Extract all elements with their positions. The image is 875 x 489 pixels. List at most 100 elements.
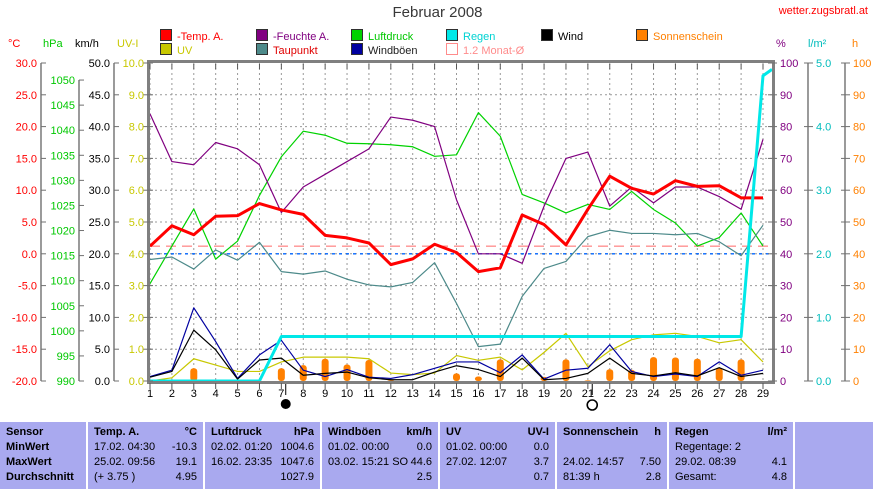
table-row: Regentage: 2 — [675, 440, 787, 455]
table-cell: 7.50 — [639, 456, 661, 468]
legend-swatch-icon — [446, 29, 458, 41]
svg-text:20: 20 — [560, 388, 572, 400]
svg-text:20: 20 — [780, 312, 792, 324]
series-feuchte-line — [149, 113, 764, 264]
table-cell: 27.02. 12:07 — [446, 456, 508, 468]
table-cell: 1047.6 — [280, 456, 314, 468]
legend-label: UV — [177, 45, 193, 57]
table-row: Luftdruck hPa — [211, 425, 314, 440]
table-row: Durchschnitt — [6, 470, 80, 485]
table-group: Luftdruck hPa 02.02. 01:20 1004.6 16.02. 23:… — [205, 422, 322, 489]
svg-text:12: 12 — [385, 388, 397, 400]
table-row: 17.02. 04:30 -10.3 — [94, 440, 197, 455]
svg-text:-10.0: -10.0 — [12, 312, 37, 324]
svg-text:1025: 1025 — [51, 200, 75, 212]
axis-lm2: 5.0 4.0 3.0 2.0 1.0 0.0 — [804, 58, 831, 388]
svg-text:5.0: 5.0 — [816, 58, 831, 70]
svg-text:1050: 1050 — [51, 75, 75, 87]
svg-text:8: 8 — [300, 388, 306, 400]
svg-text:9.0: 9.0 — [129, 90, 144, 102]
svg-text:3: 3 — [191, 388, 197, 400]
table-row: 03.02. 15:21 SO 44.6 — [328, 455, 432, 470]
table-cell: Regen — [675, 426, 709, 438]
svg-text:30.0: 30.0 — [16, 58, 37, 70]
series-temp-line — [148, 174, 763, 274]
svg-text:70: 70 — [853, 153, 865, 165]
svg-text:90: 90 — [853, 90, 865, 102]
table-cell: 2.8 — [645, 471, 661, 483]
svg-text:100: 100 — [853, 58, 871, 70]
svg-text:90: 90 — [780, 90, 792, 102]
axis-unit-hpa: hPa — [43, 38, 63, 50]
svg-text:1035: 1035 — [51, 150, 75, 162]
table-cell: h — [654, 426, 661, 438]
day-ticks — [149, 64, 764, 389]
svg-text:16: 16 — [472, 388, 484, 400]
table-cell: Gesamt: — [675, 471, 717, 483]
svg-text:2: 2 — [169, 388, 175, 400]
svg-text:30: 30 — [853, 281, 865, 293]
table-group: Windböen km/h 01.02. 00:00 0.0 03.02. 15:21 … — [322, 422, 440, 489]
legend-label: Wind — [558, 31, 584, 43]
svg-text:0.0: 0.0 — [95, 376, 110, 388]
table-row: Regen l/m² — [675, 425, 787, 440]
table-group: Temp. A. °C 17.02. 04:30 -10.3 25.02. 09:56 1… — [88, 422, 205, 489]
legend-swatch-icon — [636, 29, 648, 41]
svg-text:24: 24 — [647, 388, 659, 400]
svg-text:5.0: 5.0 — [22, 217, 37, 229]
svg-text:50: 50 — [780, 217, 792, 229]
svg-text:15.0: 15.0 — [89, 281, 110, 293]
svg-text:995: 995 — [57, 351, 75, 363]
svg-text:7.0: 7.0 — [129, 153, 144, 165]
grid-lines — [149, 63, 772, 381]
svg-text:0.0: 0.0 — [22, 249, 37, 261]
legend-label: 1.2 Monat-Ø — [463, 45, 525, 57]
table-cell: 03.02. 15:21 SO — [328, 456, 409, 468]
table-cell: 17.02. 04:30 — [94, 441, 156, 453]
svg-text:3.0: 3.0 — [129, 281, 144, 293]
table-row: 2.5 — [328, 470, 432, 485]
statistics-table: Sensor MinWert MaxWert Durchschnitt Temp. A.… — [0, 422, 875, 489]
table-row: 81:39 h 2.8 — [563, 470, 661, 485]
table-cell: Windböen — [328, 426, 382, 438]
table-cell: Sensor — [6, 426, 44, 438]
table-cell: 3.7 — [533, 456, 549, 468]
table-filler — [795, 422, 875, 489]
legend-item: Sonnenschein — [636, 29, 723, 43]
svg-text:10.0: 10.0 — [89, 312, 110, 324]
svg-text:1045: 1045 — [51, 100, 75, 112]
legend-label: Taupunkt — [273, 45, 318, 57]
legend-item: Regen — [446, 29, 495, 43]
table-group: Regen l/m² Regentage: 2 29.02. 08:39 4.1 Gesa… — [669, 422, 795, 489]
table-cell: l/m² — [767, 426, 787, 438]
svg-text:-5.0: -5.0 — [18, 281, 37, 293]
svg-text:15.0: 15.0 — [16, 153, 37, 165]
series-windboeen-line — [149, 307, 764, 380]
table-cell: 02.02. 01:20 — [211, 441, 273, 453]
svg-text:23: 23 — [626, 388, 638, 400]
axis-temp_c: 30.0 25.0 20.0 15.0 10.0 5.0 0.0 -5.0 -10.0 -15.0… — [12, 58, 46, 388]
svg-text:4: 4 — [213, 388, 219, 400]
site-watermark-link[interactable]: wetter.zugsbratl.at — [778, 5, 868, 17]
svg-text:0.0: 0.0 — [129, 376, 144, 388]
svg-text:50.0: 50.0 — [89, 58, 110, 70]
table-row — [563, 440, 661, 455]
svg-text:1015: 1015 — [51, 251, 75, 263]
table-cell: hPa — [293, 426, 314, 438]
table-cell: 01.02. 00:00 — [446, 441, 508, 453]
svg-text:22: 22 — [604, 388, 616, 400]
svg-text:30: 30 — [780, 281, 792, 293]
table-cell: UV-I — [527, 426, 549, 438]
svg-text:4.0: 4.0 — [129, 249, 144, 261]
table-cell: 0.0 — [416, 441, 432, 453]
svg-text:18: 18 — [516, 388, 528, 400]
legend-item: Wind — [541, 29, 584, 43]
svg-text:1020: 1020 — [51, 226, 75, 238]
table-cell: 25.02. 09:56 — [94, 456, 156, 468]
svg-text:50: 50 — [853, 217, 865, 229]
legend-swatch-icon — [351, 29, 363, 41]
svg-text:25: 25 — [669, 388, 681, 400]
page-title: Februar 2008 — [392, 4, 483, 21]
